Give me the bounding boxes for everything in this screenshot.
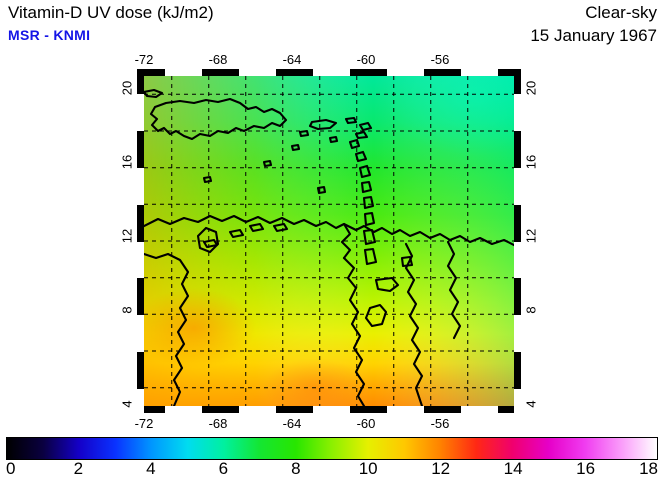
cbtick-5: 10 bbox=[358, 459, 378, 478]
xtick-top-1: -68 bbox=[208, 52, 228, 67]
xtick-bottom-0: -72 bbox=[134, 416, 154, 431]
data-source-label: MSR - KNMI bbox=[8, 27, 91, 43]
xtick-bottom-2: -64 bbox=[282, 416, 302, 431]
axis-tickbar-top bbox=[137, 69, 521, 76]
xtick-top-4: -56 bbox=[430, 52, 450, 67]
ytick-left-0: 20 bbox=[119, 80, 135, 96]
cbtick-3: 6 bbox=[218, 459, 229, 478]
xtick-top-0: -72 bbox=[134, 52, 154, 67]
xtick-top-2: -64 bbox=[282, 52, 302, 67]
sky-condition-label: Clear-sky bbox=[585, 3, 657, 22]
cbtick-9: 18 bbox=[639, 459, 658, 478]
xtick-bottom-1: -68 bbox=[208, 416, 228, 431]
date-label: 15 January 1967 bbox=[530, 26, 657, 45]
ytick-right-2: 12 bbox=[523, 228, 539, 244]
page-title: Vitamin-D UV dose (kJ/m2) bbox=[8, 3, 214, 22]
xtick-bottom-4: -56 bbox=[430, 416, 450, 431]
axis-tickbar-right bbox=[514, 69, 521, 413]
cbtick-4: 8 bbox=[291, 459, 301, 478]
colorbar-gradient bbox=[6, 437, 658, 460]
map-data-field bbox=[144, 76, 514, 406]
ytick-left-3: 8 bbox=[119, 306, 135, 314]
ytick-left-2: 12 bbox=[119, 228, 135, 244]
cbtick-8: 16 bbox=[576, 459, 596, 478]
ytick-right-0: 20 bbox=[523, 80, 539, 96]
axis-tickbar-bottom bbox=[137, 406, 521, 413]
ytick-right-1: 16 bbox=[523, 154, 539, 170]
xtick-bottom-3: -60 bbox=[356, 416, 376, 431]
cbtick-0: 0 bbox=[6, 459, 16, 478]
xtick-top-3: -60 bbox=[356, 52, 376, 67]
ytick-right-4: 4 bbox=[523, 400, 539, 408]
colorbar bbox=[6, 437, 658, 460]
cbtick-7: 14 bbox=[503, 459, 523, 478]
ytick-left-4: 4 bbox=[119, 400, 135, 408]
ytick-right-3: 8 bbox=[523, 306, 539, 314]
cbtick-6: 12 bbox=[431, 459, 451, 478]
graticule-grid bbox=[144, 76, 514, 406]
cbtick-1: 2 bbox=[73, 459, 84, 478]
cbtick-2: 4 bbox=[146, 459, 156, 478]
coastline-overlay bbox=[144, 88, 514, 406]
map-plot bbox=[137, 69, 521, 413]
colorbar-tick-labels: 0 2 4 6 8 10 12 14 16 18 bbox=[6, 459, 658, 481]
axis-tickbar-left bbox=[137, 69, 144, 413]
ytick-left-1: 16 bbox=[119, 154, 135, 170]
